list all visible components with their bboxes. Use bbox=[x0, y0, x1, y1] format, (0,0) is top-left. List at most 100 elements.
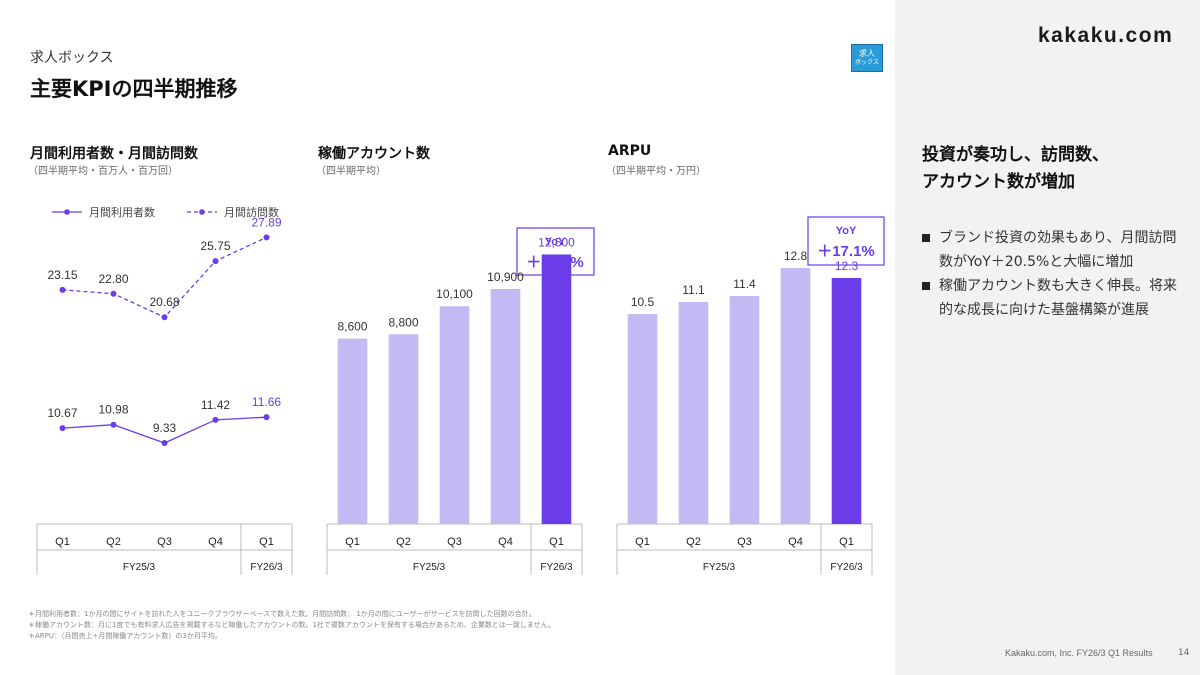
chart3-bar bbox=[831, 278, 862, 524]
chart1-tick-label: Q2 bbox=[106, 536, 121, 548]
chart1-series-0-data-label: 9.33 bbox=[153, 421, 177, 435]
chart1-series-0-point bbox=[263, 414, 270, 421]
chart3-yoy-box bbox=[807, 216, 885, 266]
side-bullet: ブランド投資の効果もあり、月間訪問数がYoY＋20.5%と大幅に増加 bbox=[920, 226, 1180, 274]
side-title-line2: アカウント数が増加 bbox=[922, 172, 1075, 192]
footnotes: ＊月間利用者数：1か月の間にサイトを訪れた人をユニークブラウザーベースで数えた数… bbox=[28, 609, 555, 642]
chart3-tick-label: Q1 bbox=[839, 536, 854, 548]
chart1-tick-label: Q3 bbox=[157, 536, 172, 548]
chart3-group-label: FY26/3 bbox=[830, 562, 863, 573]
chart3-bar bbox=[678, 302, 709, 524]
chart3-tick-label: Q1 bbox=[635, 536, 650, 548]
chart1-series-0-point bbox=[161, 440, 168, 446]
side-bullets: ブランド投資の効果もあり、月間訪問数がYoY＋20.5%と大幅に増加 稼働アカウ… bbox=[920, 226, 1180, 322]
chart2-yoy-label: YoY bbox=[545, 236, 566, 248]
chart2-group-label: FY25/3 bbox=[413, 562, 446, 573]
chart1-series-1-data-label: 20.68 bbox=[149, 295, 179, 309]
chart3-data-label: 12.8 bbox=[784, 249, 808, 263]
chart3-bar bbox=[780, 268, 811, 524]
chart3-subtitle: （四半期平均・万円） bbox=[606, 166, 706, 177]
bullet-square-icon bbox=[922, 234, 930, 242]
chart1-legend: 月間利用者数 月間訪問数 bbox=[52, 205, 279, 219]
page-subtitle: 求人ボックス bbox=[30, 50, 114, 66]
chart1-series-0-point bbox=[212, 416, 219, 423]
chart2-tick-label: Q3 bbox=[447, 536, 462, 548]
kyujin-box-logo-icon: 求人 ボックス bbox=[851, 44, 883, 72]
chart2-bar bbox=[490, 288, 521, 524]
chart3-group-label: FY25/3 bbox=[703, 562, 736, 573]
chart3-yoy-label: YoY bbox=[836, 225, 857, 237]
chart2-data-label: 10,900 bbox=[487, 270, 524, 284]
chart1-series-1-data-label: 25.75 bbox=[200, 239, 230, 253]
chart2-data-label: 10,100 bbox=[436, 287, 473, 301]
chart2-data-label: 8,800 bbox=[388, 315, 418, 329]
chart3-tick-label: Q4 bbox=[788, 536, 803, 548]
chart1-subtitle: （四半期平均・百万人・百万回） bbox=[28, 166, 178, 177]
chart1-series-1-point bbox=[263, 234, 270, 241]
chart1-title: 月間利用者数・月間訪問数 bbox=[30, 146, 198, 162]
chart1-series-1-data-label: 22.80 bbox=[98, 272, 128, 286]
chart2-bar bbox=[439, 306, 470, 524]
legend-visits-label: 月間訪問数 bbox=[224, 205, 279, 219]
side-bullet-text: 稼働アカウント数も大きく伸長。将来的な成長に向けた基盤構築が進展 bbox=[939, 278, 1177, 318]
chart3-data-label: 10.5 bbox=[631, 295, 655, 309]
chart2-bar bbox=[541, 254, 572, 524]
chart3-data-label: 12.3 bbox=[835, 259, 859, 273]
logo-text-1: 求人 bbox=[859, 49, 875, 58]
side-bullet-text: ブランド投資の効果もあり、月間訪問数がYoY＋20.5%と大幅に増加 bbox=[939, 230, 1177, 270]
chart3-title: ARPU bbox=[608, 143, 652, 159]
chart1-tick-label: Q1 bbox=[55, 536, 70, 548]
chart2-tick-label: Q4 bbox=[498, 536, 513, 548]
chart1-group-label: FY26/3 bbox=[250, 562, 283, 573]
chart1-tick-label: Q4 bbox=[208, 536, 223, 548]
chart3-tick-label: Q3 bbox=[737, 536, 752, 548]
chart1-series-0-data-label: 11.66 bbox=[252, 395, 281, 409]
page-title: 主要KPIの四半期推移 bbox=[30, 77, 238, 101]
chart3-yoy-value: ＋17.1% bbox=[817, 243, 875, 260]
side-title: 投資が奏功し、訪問数、 アカウント数が増加 bbox=[922, 142, 1182, 196]
chart3-tick-label: Q2 bbox=[686, 536, 701, 548]
chart3-data-label: 11.1 bbox=[682, 283, 705, 297]
chart1-series-0-data-label: 11.42 bbox=[201, 398, 230, 412]
chart2-group-label: FY26/3 bbox=[540, 562, 573, 573]
legend-users-label: 月間利用者数 bbox=[89, 206, 155, 219]
chart3-data-label: 11.4 bbox=[733, 277, 756, 291]
chart1-series-1-point bbox=[59, 286, 66, 293]
side-bullet: 稼働アカウント数も大きく伸長。将来的な成長に向けた基盤構築が進展 bbox=[920, 274, 1180, 322]
chart2-title: 稼働アカウント数 bbox=[318, 146, 430, 162]
chart1-group-label: FY25/3 bbox=[123, 562, 156, 573]
chart2-tick-label: Q1 bbox=[345, 536, 360, 548]
chart1-series-0-point bbox=[59, 425, 66, 432]
chart2-bar bbox=[337, 338, 368, 524]
chart3-yoy-callout: YoY ＋17.1% bbox=[807, 216, 885, 266]
chart2-tick-label: Q1 bbox=[549, 536, 564, 548]
chart1-series-1-data-label: 23.15 bbox=[47, 268, 77, 282]
footer-text: Kakaku.com, Inc. FY26/3 Q1 Results bbox=[1005, 648, 1153, 658]
chart2-bar bbox=[388, 334, 419, 524]
chart1-series-1-point bbox=[212, 258, 219, 265]
side-panel bbox=[895, 0, 1200, 675]
footnote: ＊稼働アカウント数：月に1度でも有料求人広告を掲載するなど稼働したアカウントの数… bbox=[28, 621, 555, 629]
brand-logo: kakaku.com bbox=[1038, 24, 1174, 47]
footnote: ＊月間利用者数：1か月の間にサイトを訪れた人をユニークブラウザーベースで数えた数… bbox=[28, 610, 536, 618]
legend-visits-marker bbox=[199, 209, 205, 215]
chart2-data-label: 12,500 bbox=[538, 235, 575, 249]
chart1-series-0-data-label: 10.98 bbox=[98, 403, 128, 417]
bullet-square-icon bbox=[922, 282, 930, 290]
chart1-series-1-data-label: 27.89 bbox=[251, 215, 281, 229]
chart2-data-label: 8,600 bbox=[337, 320, 367, 334]
charts-canvas: 月間利用者数 月間訪問数 YoY ＋45.3% YoY ＋17.1% Q1Q2Q… bbox=[36, 205, 885, 575]
page-number: 14 bbox=[1178, 648, 1190, 658]
chart1-series-0-point bbox=[110, 421, 117, 428]
chart3-bar bbox=[729, 296, 760, 524]
logo-text-2: ボックス bbox=[855, 59, 879, 66]
chart1-series-1-point bbox=[110, 290, 117, 297]
chart2-subtitle: （四半期平均） bbox=[316, 166, 386, 177]
chart1-tick-label: Q1 bbox=[259, 536, 274, 548]
legend-users-marker bbox=[64, 209, 70, 215]
chart1-series-0-data-label: 10.67 bbox=[47, 406, 77, 420]
chart1-series-1-point bbox=[161, 314, 168, 321]
chart3-bar bbox=[627, 314, 658, 524]
footnote: ＊ARPU：（月間売上÷月間稼働アカウント数）の3か月平均。 bbox=[28, 632, 222, 640]
chart2-tick-label: Q2 bbox=[396, 536, 411, 548]
